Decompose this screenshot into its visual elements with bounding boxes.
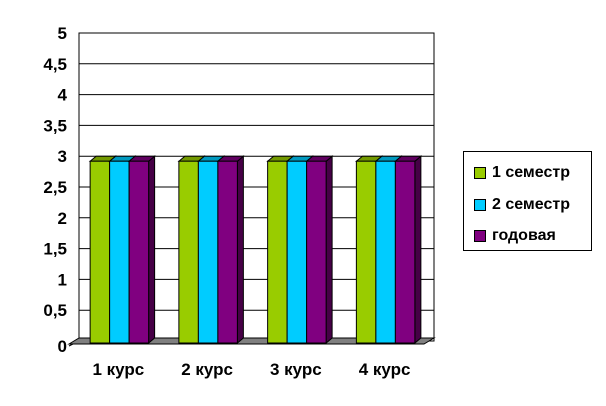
bars bbox=[88, 155, 423, 345]
y-tick-label: 4,5 bbox=[43, 55, 67, 74]
x-tick-label: 4 курс bbox=[359, 360, 411, 379]
x-axis-ticks: 1 курс 2 курс 3 курс 4 курс bbox=[92, 360, 410, 379]
y-tick-label: 1 bbox=[58, 270, 67, 289]
legend-item-series-1: 1 семестр bbox=[474, 164, 570, 182]
x-tick-label: 1 курс bbox=[92, 360, 144, 379]
bar-2-3 bbox=[216, 155, 245, 345]
y-tick-label: 2 bbox=[58, 209, 67, 228]
legend-label-series-3: годовая bbox=[492, 227, 556, 244]
y-axis-ticks: 0 0,5 1 1,5 2 2,5 3 3,5 4 4,5 5 bbox=[43, 24, 67, 356]
legend-item-series-2: 2 семестр bbox=[474, 196, 570, 214]
legend-label-series-2: 2 семестр bbox=[492, 196, 570, 213]
x-tick-label: 3 курс bbox=[270, 360, 322, 379]
bar-3-3 bbox=[305, 155, 334, 345]
bar-1-3 bbox=[127, 155, 157, 345]
legend-label-series-1: 1 семестр bbox=[492, 164, 570, 181]
legend-swatch-series-3 bbox=[474, 230, 486, 242]
legend-swatch-series-1 bbox=[474, 167, 486, 179]
legend-swatch-series-2 bbox=[474, 199, 486, 211]
chart-floor bbox=[67, 337, 436, 345]
bar-4-3 bbox=[393, 155, 423, 345]
y-tick-label: 3,5 bbox=[43, 116, 67, 135]
y-tick-label: 3 bbox=[58, 147, 67, 166]
legend: 1 семестр 2 семестр годовая bbox=[463, 151, 592, 251]
y-tick-label: 0 bbox=[58, 337, 67, 356]
y-tick-label: 5 bbox=[58, 24, 67, 43]
y-tick-label: 4 bbox=[58, 86, 68, 105]
x-tick-label: 2 курс bbox=[181, 360, 233, 379]
y-tick-label: 0,5 bbox=[43, 301, 67, 320]
legend-item-series-3: годовая bbox=[474, 227, 556, 245]
y-tick-label: 2,5 bbox=[43, 178, 67, 197]
y-tick-label: 1,5 bbox=[43, 240, 67, 259]
